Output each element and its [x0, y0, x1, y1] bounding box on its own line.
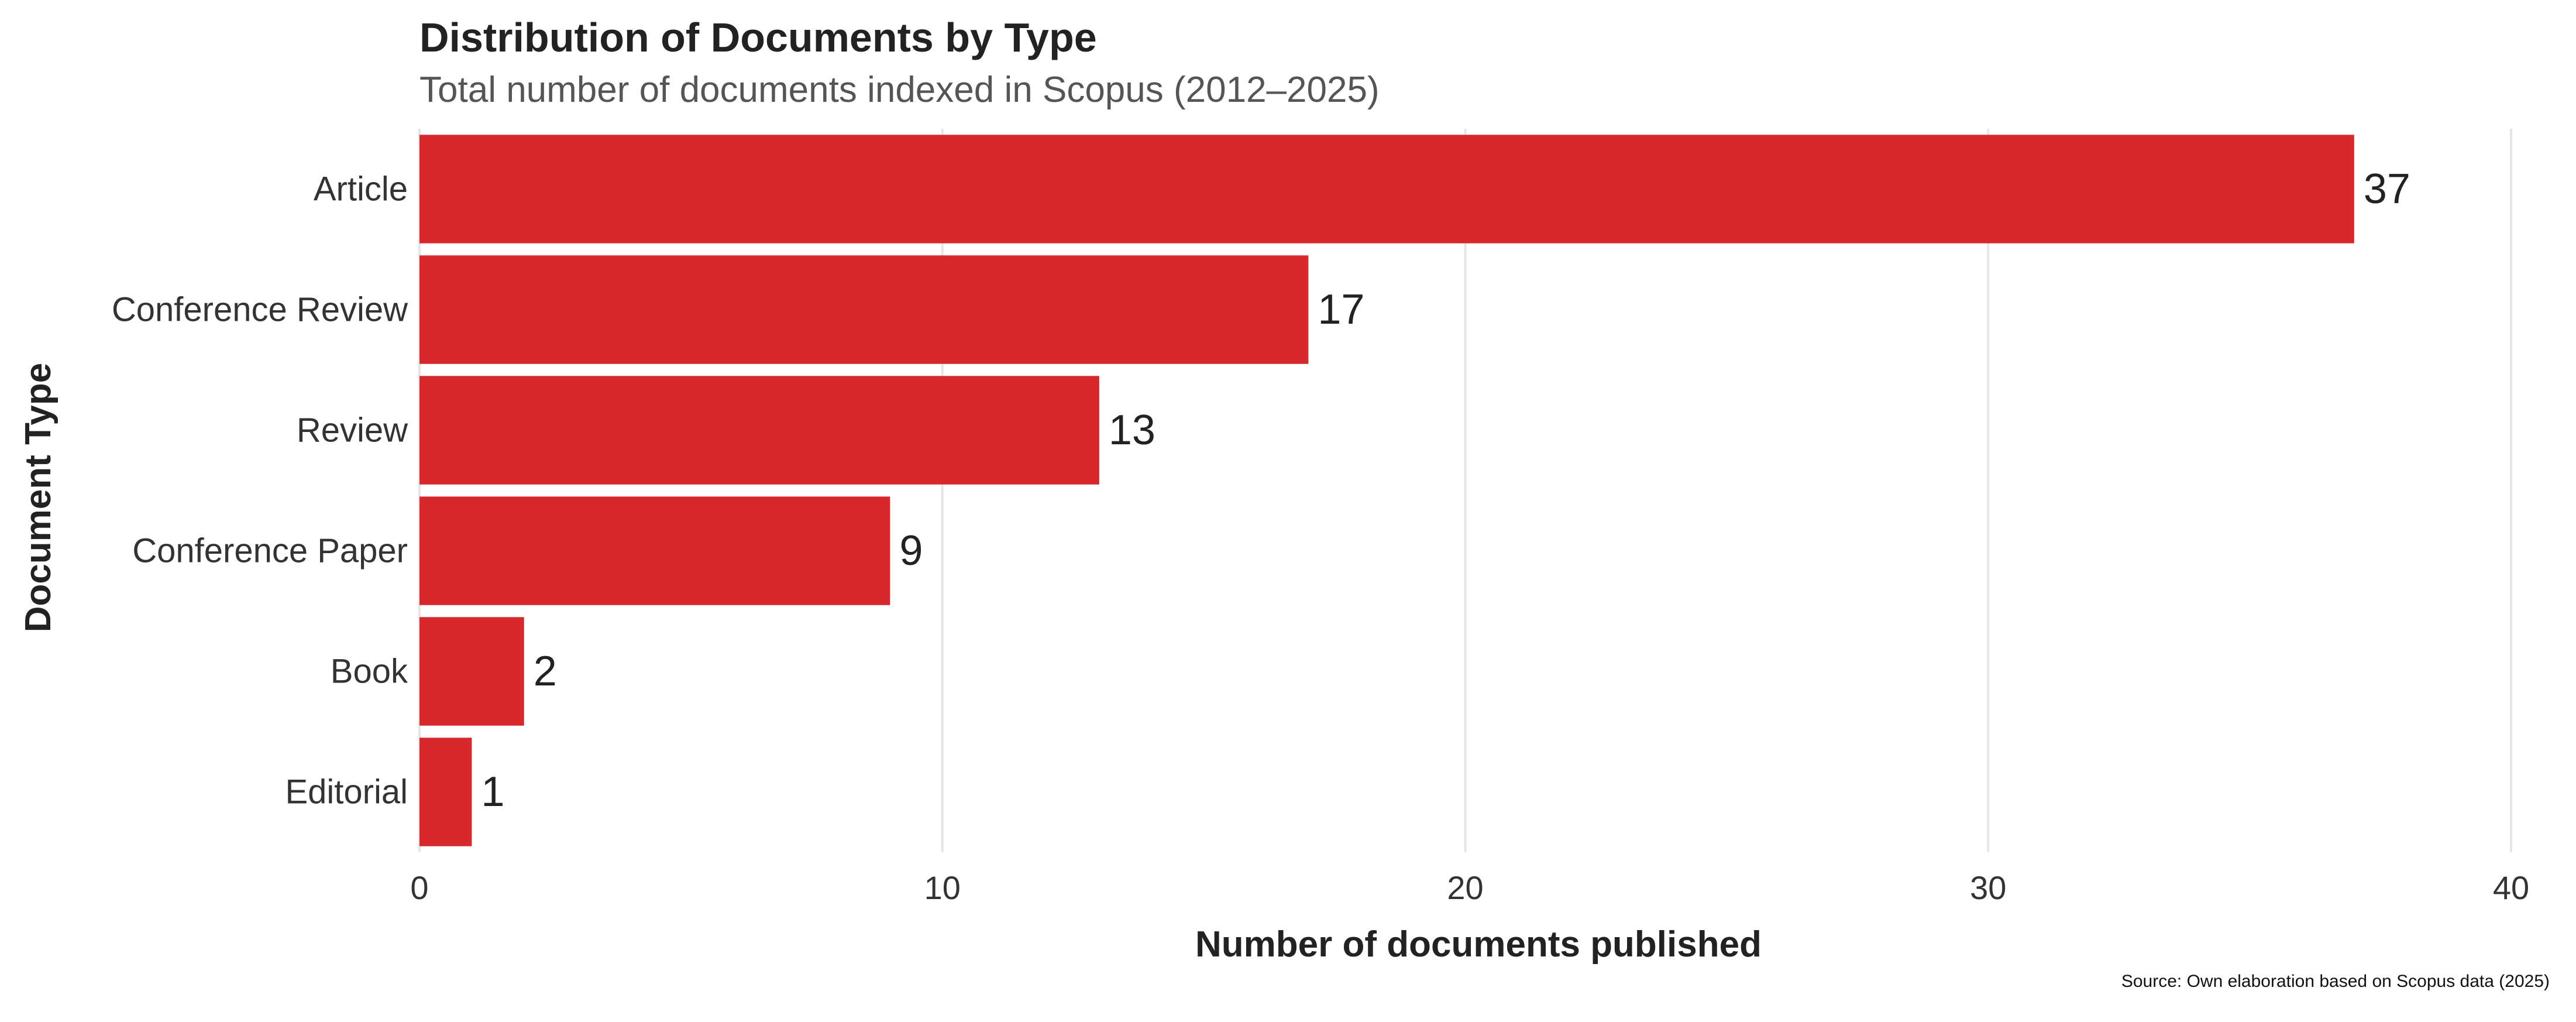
- y-tick-label: Conference Paper: [132, 532, 408, 570]
- data-label: 17: [1318, 286, 1364, 333]
- gridlines: [418, 129, 2512, 852]
- chart-subtitle: Total number of documents indexed in Sco…: [419, 70, 1380, 110]
- x-tick-label: 10: [924, 869, 961, 906]
- bar: [419, 255, 1309, 364]
- x-tick-label: 30: [1970, 869, 2006, 906]
- y-tick-label: Book: [331, 653, 408, 691]
- bar: [419, 617, 524, 726]
- y-tick-label: Article: [314, 170, 408, 208]
- bar: [419, 135, 2354, 244]
- x-tick-label: 0: [410, 869, 428, 906]
- bar: [419, 496, 890, 605]
- data-label: 37: [2364, 166, 2410, 212]
- x-axis-title: Number of documents published: [1195, 924, 1762, 965]
- y-tick-label: Conference Review: [112, 291, 408, 329]
- chart-title: Distribution of Documents by Type: [419, 15, 1097, 60]
- bar: [419, 738, 472, 846]
- bar: [419, 376, 1099, 485]
- x-tick-label: 40: [2493, 869, 2529, 906]
- y-axis-title: Document Type: [18, 363, 59, 632]
- y-tick-label: Review: [297, 411, 408, 450]
- y-tick-label: Editorial: [285, 773, 408, 811]
- data-label: 2: [534, 648, 557, 695]
- labels: 0 10 20 30 40 Article 37 Conference Review 17 Rev…: [112, 166, 2529, 906]
- bars: [419, 135, 2354, 846]
- x-tick-label: 20: [1447, 869, 1483, 906]
- data-label: 13: [1109, 407, 1155, 454]
- source-caption: Source: Own elaboration based on Scopus …: [2121, 972, 2550, 991]
- data-label: 1: [481, 769, 504, 815]
- data-label: 9: [899, 527, 923, 574]
